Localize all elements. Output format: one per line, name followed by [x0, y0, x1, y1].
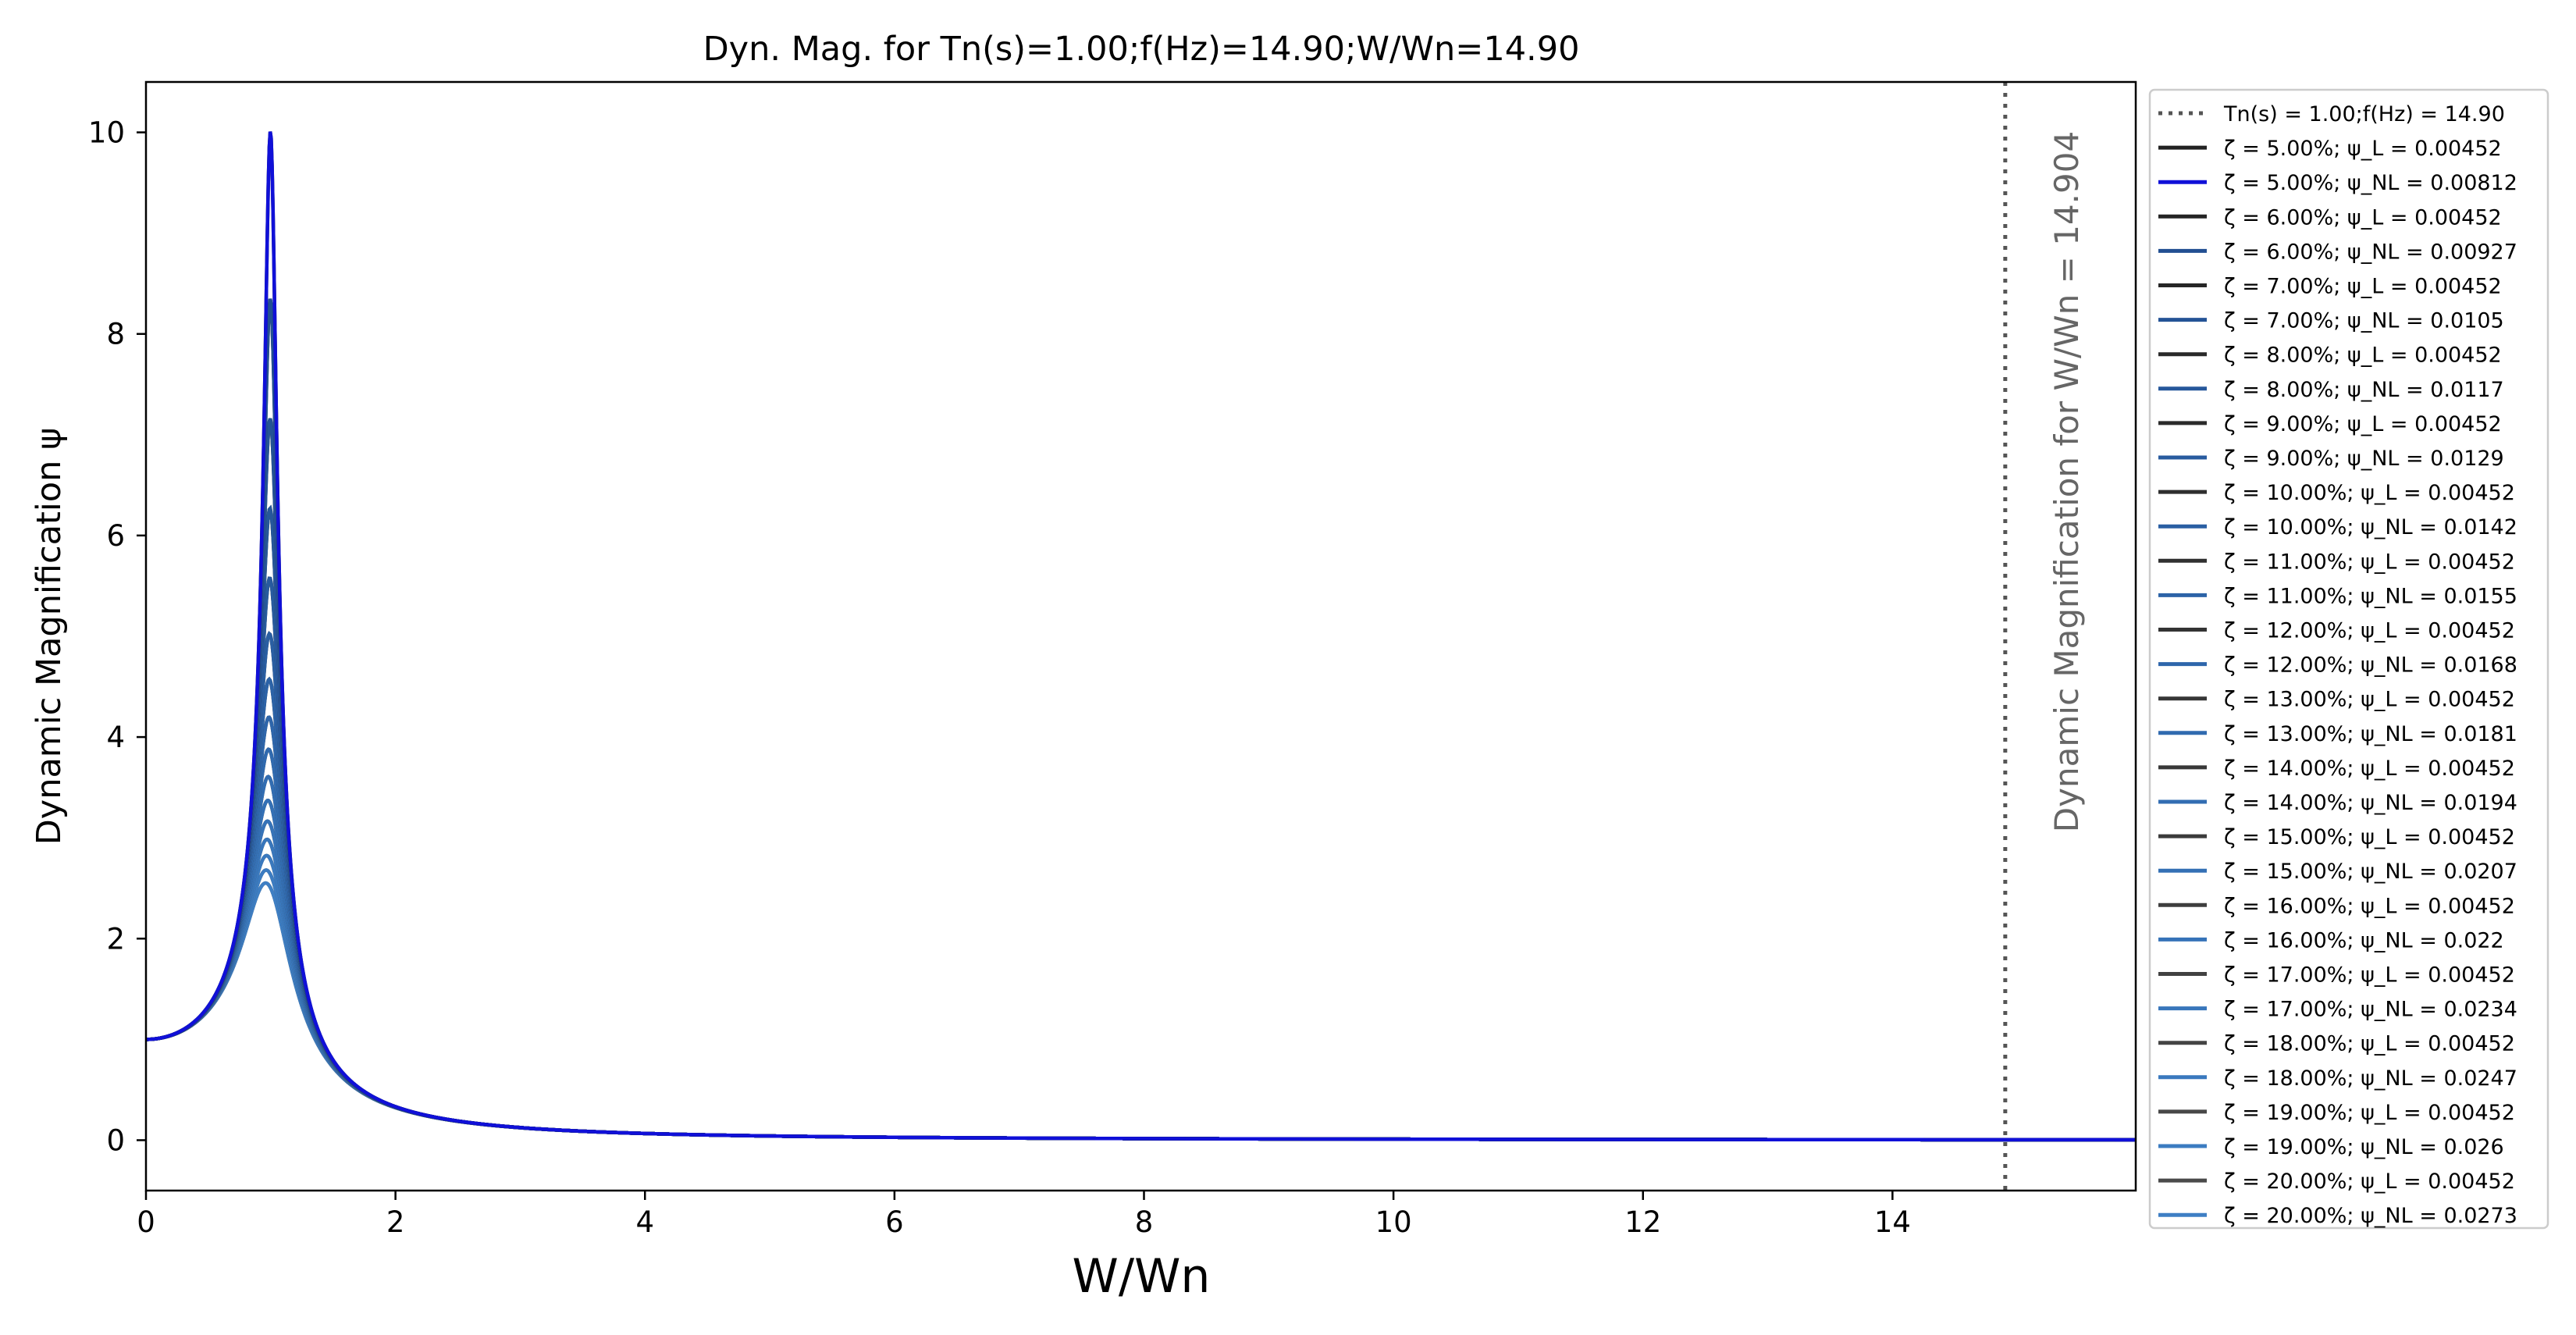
legend-label: ζ = 11.00%; ψ_NL = 0.0155 [2224, 584, 2517, 608]
x-tick-label: 8 [1135, 1205, 1154, 1239]
legend-label: ζ = 13.00%; ψ_L = 0.00452 [2224, 688, 2515, 712]
legend-label: ζ = 16.00%; ψ_NL = 0.022 [2224, 928, 2504, 952]
vline-annotation: Dynamic Magnification for W/Wn = 14.904 [2048, 131, 2086, 832]
chart-title: Dyn. Mag. for Tn(s)=1.00;f(Hz)=14.90;W/W… [703, 30, 1580, 69]
legend-label: ζ = 5.00%; ψ_L = 0.00452 [2224, 137, 2502, 161]
legend-label: Tn(s) = 1.00;f(Hz) = 14.90 [2223, 102, 2505, 126]
legend-label: ζ = 11.00%; ψ_L = 0.00452 [2224, 550, 2515, 574]
x-tick-label: 12 [1624, 1205, 1661, 1239]
legend-label: ζ = 10.00%; ψ_L = 0.00452 [2224, 481, 2515, 505]
legend-label: ζ = 7.00%; ψ_L = 0.00452 [2224, 275, 2502, 299]
legend-label: ζ = 20.00%; ψ_NL = 0.0273 [2224, 1204, 2517, 1228]
x-axis: 0 2 4 6 8 10 12 14 [137, 1191, 1911, 1239]
y-tick-label: 2 [106, 922, 125, 956]
y-axis: 0 2 4 6 8 10 [88, 116, 146, 1157]
x-tick-label: 14 [1874, 1205, 1911, 1239]
legend-label: ζ = 17.00%; ψ_NL = 0.0234 [2224, 998, 2517, 1022]
series-group [146, 131, 2136, 1142]
y-axis-label: Dynamic Magnification ψ [30, 428, 69, 846]
y-tick-label: 8 [106, 318, 125, 351]
legend-label: ζ = 18.00%; ψ_NL = 0.0247 [2224, 1066, 2517, 1091]
legend-label: ζ = 6.00%; ψ_NL = 0.00927 [2224, 240, 2517, 264]
legend-label: ζ = 20.00%; ψ_L = 0.00452 [2224, 1169, 2515, 1194]
legend-label: ζ = 13.00%; ψ_NL = 0.0181 [2224, 722, 2517, 746]
legend-frame [2148, 88, 2549, 1230]
plot-frame [144, 80, 2137, 1192]
x-tick-label: 6 [885, 1205, 904, 1239]
legend-label: ζ = 19.00%; ψ_L = 0.00452 [2224, 1101, 2515, 1125]
y-tick-label: 4 [106, 721, 125, 754]
legend-label: ζ = 10.00%; ψ_NL = 0.0142 [2224, 515, 2517, 539]
legend-label: ζ = 12.00%; ψ_L = 0.00452 [2224, 619, 2515, 643]
x-tick-label: 4 [635, 1205, 654, 1239]
x-tick-label: 0 [137, 1205, 155, 1239]
x-tick-label: 10 [1375, 1205, 1412, 1239]
legend-label: ζ = 14.00%; ψ_L = 0.00452 [2224, 756, 2515, 781]
legend-label: ζ = 16.00%; ψ_L = 0.00452 [2224, 894, 2515, 918]
legend-label: ζ = 19.00%; ψ_NL = 0.026 [2224, 1135, 2504, 1159]
y-tick-label: 0 [106, 1123, 125, 1157]
legend-label: ζ = 12.00%; ψ_NL = 0.0168 [2224, 653, 2517, 678]
legend-label: ζ = 18.00%; ψ_L = 0.00452 [2224, 1032, 2515, 1056]
legend-label: ζ = 17.00%; ψ_L = 0.00452 [2224, 963, 2515, 988]
y-tick-label: 10 [88, 116, 125, 150]
legend-label: ζ = 5.00%; ψ_NL = 0.00812 [2224, 171, 2517, 195]
x-tick-label: 2 [386, 1205, 405, 1239]
series-line-2 [146, 131, 2136, 1142]
legend-label: ζ = 8.00%; ψ_L = 0.00452 [2224, 344, 2502, 368]
legend-label: ζ = 7.00%; ψ_NL = 0.0105 [2224, 309, 2504, 333]
legend-label: ζ = 14.00%; ψ_NL = 0.0194 [2224, 791, 2517, 815]
y-tick-label: 6 [106, 519, 125, 553]
x-axis-label: W/Wn [1073, 1249, 1211, 1304]
legend-label: ζ = 8.00%; ψ_NL = 0.0117 [2224, 378, 2504, 402]
legend: Tn(s) = 1.00;f(Hz) = 14.90 ζ = 5.00%; ψ_L… [2148, 88, 2549, 1230]
legend-label: ζ = 9.00%; ψ_NL = 0.0129 [2224, 447, 2504, 471]
legend-label: ζ = 15.00%; ψ_L = 0.00452 [2224, 825, 2515, 849]
legend-label: ζ = 15.00%; ψ_NL = 0.0207 [2224, 860, 2517, 884]
legend-label: ζ = 9.00%; ψ_L = 0.00452 [2224, 412, 2502, 436]
legend-label: ζ = 6.00%; ψ_L = 0.00452 [2224, 205, 2502, 230]
